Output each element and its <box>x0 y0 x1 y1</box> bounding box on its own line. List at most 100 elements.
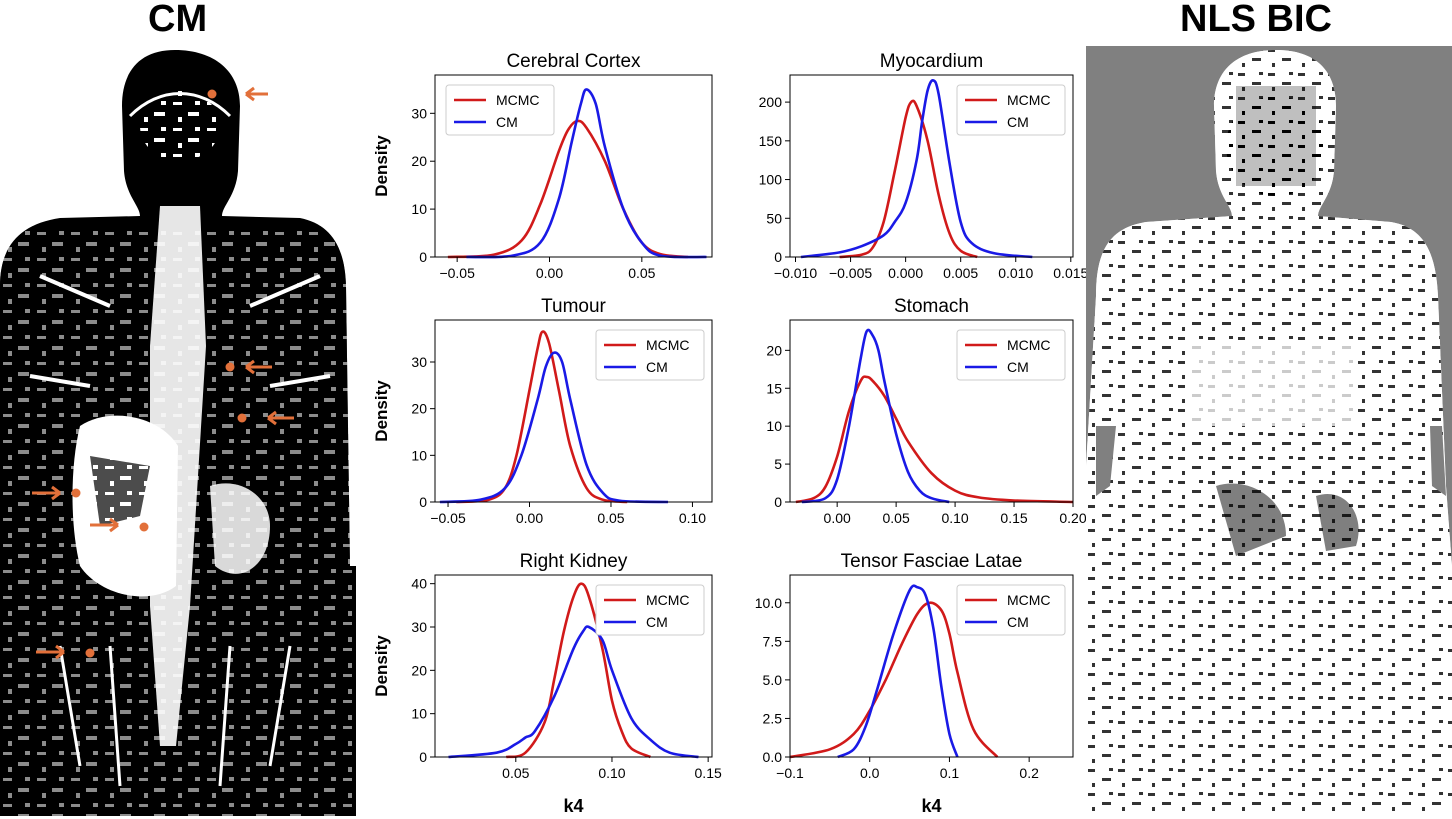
x-axis-label: k4 <box>921 796 941 816</box>
series-line-mcmc <box>839 99 978 259</box>
legend-label-cm: CM <box>496 114 518 130</box>
x-tick-label: 0.010 <box>998 265 1033 281</box>
y-tick-label: 30 <box>411 105 427 121</box>
y-tick-label: 2.5 <box>763 710 783 726</box>
annotation-arrows <box>32 86 294 660</box>
y-tick-label: 10 <box>411 447 427 463</box>
x-tick-label: 0.05 <box>883 510 910 526</box>
legend: MCMC CM <box>595 584 705 636</box>
legend-label-mcmc: MCMC <box>1007 337 1051 353</box>
y-tick-label: 150 <box>759 133 783 149</box>
x-tick-label: 0.005 <box>943 265 978 281</box>
right-panel-title: NLS BIC <box>1180 0 1332 40</box>
x-tick-label: 0.0 <box>860 765 880 781</box>
x-tick-label: −0.1 <box>776 765 804 781</box>
x-axis-label: k4 <box>563 796 583 816</box>
chart-title: Tensor Fasciae Latae <box>841 551 1023 572</box>
legend-label-mcmc: MCMC <box>1007 592 1051 608</box>
x-tick-label: 0.05 <box>628 265 655 281</box>
legend-label-cm: CM <box>1007 114 1029 130</box>
x-tick-label: 0.15 <box>695 765 722 781</box>
x-tick-label: 0.1 <box>940 765 960 781</box>
legend-label-mcmc: MCMC <box>1007 92 1051 108</box>
cm-body-map <box>0 46 356 816</box>
y-tick-label: 0 <box>419 494 427 510</box>
legend: MCMC CM <box>445 84 555 136</box>
density-charts: Cerebral Cortex−0.05 0.00 0.050102030Densi… <box>372 51 1086 816</box>
y-tick-label: 100 <box>759 172 783 188</box>
y-tick-label: 7.5 <box>763 633 783 649</box>
chart-title: Myocardium <box>880 51 983 72</box>
series-line-cm <box>801 328 950 504</box>
legend-label-mcmc: MCMC <box>646 592 690 608</box>
series-line-cm <box>837 584 959 759</box>
chart-0: Cerebral Cortex −0.05 0.00 0.05 0 10 20 30 Densi… <box>372 51 713 281</box>
y-tick-label: 15 <box>766 380 782 396</box>
x-tick-label: 0.00 <box>516 510 543 526</box>
plot-frame <box>434 574 713 758</box>
chart-2: Tumour −0.05 0.00 0.05 0.10 0 10 20 30 Density MCM… <box>372 296 713 526</box>
y-tick-label: 10 <box>411 201 427 217</box>
legend: MCMC CM <box>595 329 705 381</box>
y-tick-label: 0 <box>419 249 427 265</box>
x-tick-label: 0.2 <box>1019 765 1039 781</box>
legend: MCMC CM <box>956 329 1066 381</box>
x-tick-label: 0.10 <box>941 510 968 526</box>
x-tick-label: 0.015 <box>1053 265 1086 281</box>
y-tick-label: 20 <box>411 662 427 678</box>
chart-5: Tensor Fasciae Latae−0.1 0.0 0.1 0.20.02.55… <box>755 551 1074 816</box>
y-tick-label: 20 <box>411 153 427 169</box>
y-tick-label: 0 <box>419 749 427 765</box>
legend-label-cm: CM <box>1007 359 1029 375</box>
legend-label-cm: CM <box>646 359 668 375</box>
x-tick-label: 0.05 <box>502 765 529 781</box>
y-tick-label: 50 <box>766 210 782 226</box>
y-tick-label: 10 <box>411 706 427 722</box>
x-tick-label: 0.00 <box>824 510 851 526</box>
left-panel-title: CM <box>148 0 208 40</box>
y-tick-label: 30 <box>411 619 427 635</box>
y-tick-label: 5 <box>774 456 782 472</box>
x-tick-label: 0.10 <box>598 765 625 781</box>
series-line-mcmc <box>795 375 1074 504</box>
plot-frame <box>789 319 1074 503</box>
plot-frame <box>789 74 1074 258</box>
y-tick-label: 0 <box>774 494 782 510</box>
plot-frame <box>789 574 1074 758</box>
x-tick-label: 0.000 <box>888 265 923 281</box>
y-tick-label: 0 <box>774 249 782 265</box>
y-tick-label: 20 <box>766 342 782 358</box>
x-tick-label: 0.05 <box>597 510 624 526</box>
series-line-mcmc <box>447 119 689 259</box>
chart-4: Right Kidney 0.05 0.10 0.15 0 10 20 30 40 Density… <box>372 551 722 816</box>
x-tick-label: 0.00 <box>536 265 563 281</box>
y-axis-label: Density <box>372 635 391 697</box>
y-tick-label: 40 <box>411 576 427 592</box>
y-tick-label: 20 <box>411 401 427 417</box>
legend-label-cm: CM <box>1007 614 1029 630</box>
chart-title: Stomach <box>894 296 969 317</box>
y-tick-label: 200 <box>759 94 783 110</box>
legend-label-mcmc: MCMC <box>496 92 540 108</box>
x-tick-label: 0.10 <box>679 510 706 526</box>
series-line-cm <box>448 625 699 759</box>
series-line-cm <box>439 351 669 504</box>
series-line-mcmc <box>789 601 999 759</box>
x-tick-label: −0.010 <box>774 265 817 281</box>
series-line-cm <box>800 79 1033 259</box>
y-tick-label: 5.0 <box>763 672 783 688</box>
legend-label-cm: CM <box>646 614 668 630</box>
chart-title: Right Kidney <box>520 551 628 572</box>
legend-label-mcmc: MCMC <box>646 337 690 353</box>
y-axis-label: Density <box>372 135 391 197</box>
legend: MCMC CM <box>956 84 1066 136</box>
series-line-mcmc <box>505 582 651 759</box>
x-tick-label: −0.005 <box>829 265 872 281</box>
series-line-cm <box>466 88 707 259</box>
plot-frame <box>434 74 713 258</box>
plot-frame <box>434 319 713 503</box>
x-tick-label: −0.05 <box>439 265 475 281</box>
chart-3: Stomach 0.00 0.05 0.10 0.15 0.20 0 5 10 15 20 MCMC C… <box>766 296 1086 526</box>
y-tick-label: 10.0 <box>755 595 782 611</box>
chart-1: Myocardium −0.010 −0.005 0.000 0.005 0.010 0.0… <box>759 51 1086 281</box>
